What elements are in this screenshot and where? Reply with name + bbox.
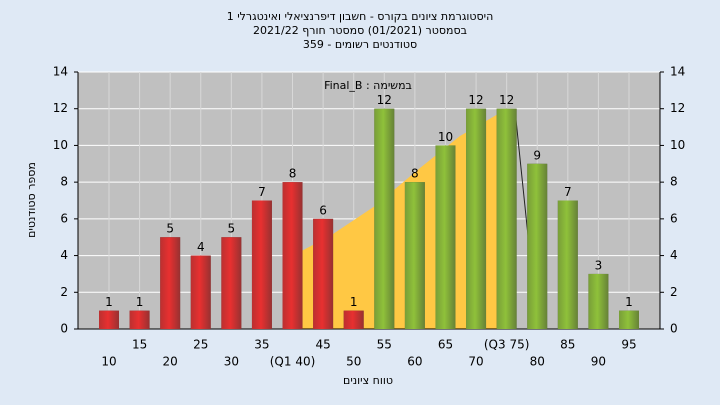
bar [435, 145, 456, 329]
data-label: 12 [499, 93, 514, 107]
data-label: 3 [595, 258, 603, 272]
annotation: במשימה : Final_B [324, 79, 412, 92]
bar [343, 310, 364, 329]
bar [527, 163, 548, 329]
bar [374, 108, 395, 329]
x-tick-label: (Q3 75) [484, 338, 530, 352]
data-label: 6 [319, 203, 327, 217]
x-tick-label: 85 [560, 338, 575, 352]
x-tick-label: 50 [346, 355, 361, 369]
bar [282, 182, 303, 329]
quartile-area [290, 110, 515, 329]
data-label: 4 [197, 240, 205, 254]
bar [251, 200, 272, 329]
y-axis-label: מספר סטודנטים [25, 162, 38, 238]
x-tick-label: 35 [254, 338, 269, 352]
bar [221, 237, 242, 329]
bar [557, 200, 578, 329]
x-tick-label: 10 [101, 355, 116, 369]
x-tick-label: 80 [530, 355, 545, 369]
y-tick-label: 12 [53, 101, 68, 115]
x-tick-label: 25 [193, 338, 208, 352]
bar [160, 237, 181, 329]
x-tick-label: (Q1 40) [270, 355, 316, 369]
data-label: 9 [533, 148, 541, 162]
x-tick-label: 45 [315, 338, 330, 352]
chart-subtitle: סטודנטים רשומים - 359 [303, 38, 417, 51]
x-axis-label: טווח ציונים [343, 374, 393, 387]
y-tick-label: 2 [60, 285, 68, 299]
y-tick-label: 14 [53, 65, 68, 79]
data-label: 1 [105, 295, 113, 309]
y2-tick-label: 14 [670, 65, 685, 79]
bar [588, 273, 609, 329]
data-label: 7 [258, 185, 266, 199]
bar [190, 255, 211, 329]
data-label: 12 [377, 93, 392, 107]
data-label: 12 [468, 93, 483, 107]
y2-tick-label: 2 [670, 285, 678, 299]
data-label: 5 [228, 222, 236, 236]
chart-title: היסטוגרמת ציונים בקורס - חשבון דיפרנציאל… [227, 10, 494, 23]
x-tick-label: 15 [132, 338, 147, 352]
y-tick-label: 8 [60, 175, 68, 189]
bar [496, 108, 517, 329]
data-label: 10 [438, 130, 453, 144]
chart-subtitle: בסמסטר (01/2021) סמסטר חורף 2021/22 [253, 24, 467, 37]
bar [619, 310, 639, 329]
y2-tick-label: 6 [670, 211, 678, 225]
x-tick-label: 65 [438, 338, 453, 352]
x-tick-label: 20 [163, 355, 178, 369]
y-tick-label: 4 [60, 248, 68, 262]
y2-tick-label: 12 [670, 101, 685, 115]
bar [99, 310, 119, 329]
data-label: 5 [166, 222, 174, 236]
bar [466, 108, 487, 329]
data-label: 1 [350, 295, 358, 309]
x-tick-label: 70 [468, 355, 483, 369]
y2-tick-label: 0 [670, 322, 678, 336]
data-label: 1 [625, 295, 633, 309]
data-label: 8 [289, 167, 297, 181]
x-tick-label: 95 [621, 338, 636, 352]
x-tick-label: 55 [377, 338, 392, 352]
y-tick-label: 6 [60, 211, 68, 225]
bar [129, 310, 150, 329]
x-tick-label: 60 [407, 355, 422, 369]
data-label: 1 [136, 295, 144, 309]
data-label: 8 [411, 167, 419, 181]
y2-tick-label: 10 [670, 138, 685, 152]
bar [404, 182, 425, 329]
bar [313, 218, 334, 329]
x-tick-label: 90 [591, 355, 606, 369]
x-tick-label: 30 [224, 355, 239, 369]
y2-tick-label: 4 [670, 248, 678, 262]
y-tick-label: 10 [53, 138, 68, 152]
y-tick-label: 0 [60, 322, 68, 336]
y2-tick-label: 8 [670, 175, 678, 189]
data-label: 7 [564, 185, 572, 199]
